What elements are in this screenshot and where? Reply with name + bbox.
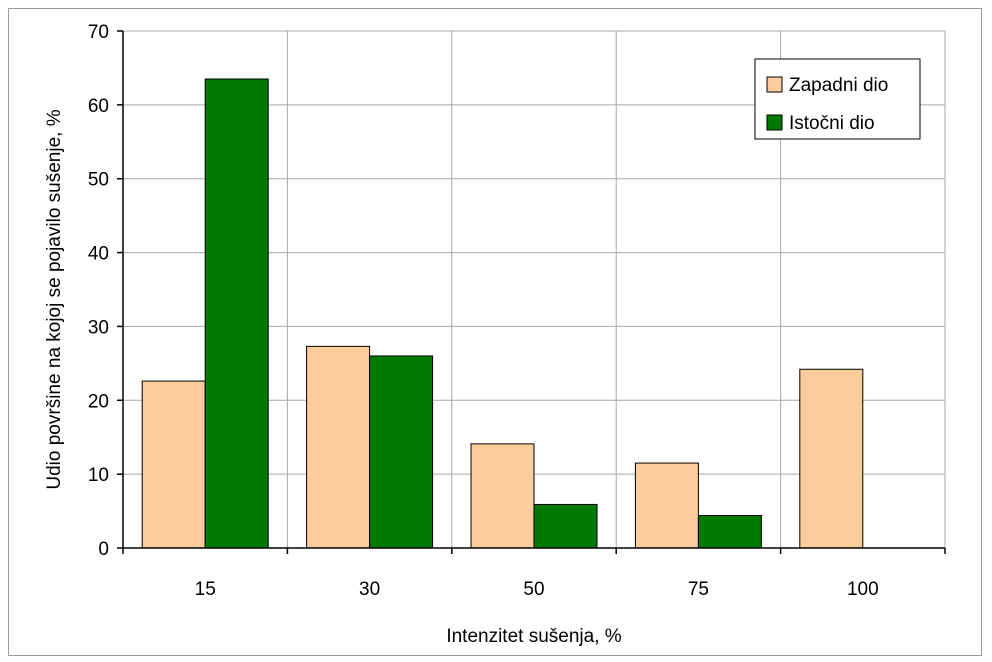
legend: Zapadni dio Istočni dio bbox=[754, 58, 921, 140]
y-tick-label: 20 bbox=[88, 391, 109, 412]
bar-istocni-15 bbox=[204, 78, 269, 549]
y-tick-label: 70 bbox=[88, 22, 109, 43]
bar-zapadni-30 bbox=[306, 345, 371, 549]
legend-label: Istočni dio bbox=[789, 113, 875, 134]
legend-swatch bbox=[766, 76, 783, 93]
y-tick-label: 30 bbox=[88, 317, 109, 338]
bars bbox=[141, 78, 864, 549]
legend-swatch bbox=[766, 114, 783, 131]
x-axis-title: Intenzitet sušenja, % bbox=[446, 626, 621, 647]
bar-istocni-50 bbox=[533, 503, 598, 549]
bar-istocni-75 bbox=[697, 515, 762, 549]
y-tick-label: 10 bbox=[88, 465, 109, 486]
x-tick-label: 75 bbox=[688, 579, 709, 600]
y-tick-labels: 0 10 20 30 40 50 60 70 bbox=[88, 22, 109, 560]
x-tick-label: 100 bbox=[847, 579, 879, 600]
y-axis-title: Udio površine na kojoj se pojavilo sušen… bbox=[44, 109, 65, 489]
bar-zapadni-75 bbox=[634, 462, 699, 549]
bar-zapadni-15 bbox=[141, 380, 206, 549]
y-tick-label: 60 bbox=[88, 96, 109, 117]
x-tick-label: 50 bbox=[523, 579, 544, 600]
bar-zapadni-100 bbox=[799, 368, 864, 549]
x-tick-label: 15 bbox=[195, 579, 216, 600]
y-tick-label: 0 bbox=[98, 539, 109, 560]
bar-zapadni-50 bbox=[470, 443, 535, 549]
axes bbox=[117, 30, 946, 554]
y-tick-label: 50 bbox=[88, 170, 109, 191]
x-tick-label: 30 bbox=[359, 579, 380, 600]
legend-label: Zapadni dio bbox=[789, 75, 888, 96]
y-tick-label: 40 bbox=[88, 244, 109, 265]
x-tick-labels: 15 30 50 75 100 bbox=[195, 579, 879, 600]
bar-istocni-30 bbox=[369, 355, 434, 549]
